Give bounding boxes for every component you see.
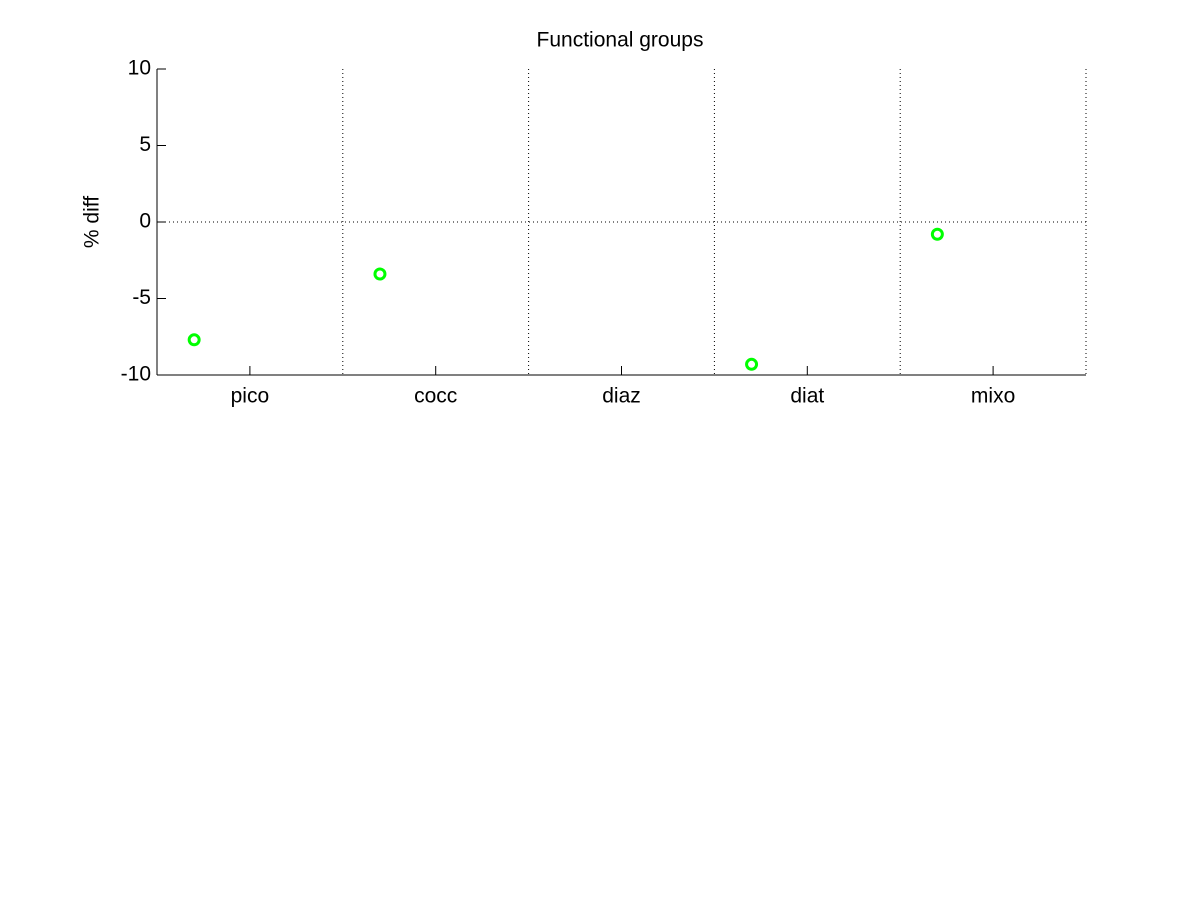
point <box>930 227 944 241</box>
x-tick-label: diat <box>790 385 824 408</box>
y-tick-label: 0 <box>139 210 151 233</box>
point <box>187 333 201 347</box>
y-axis-label: % diff <box>81 196 104 248</box>
x-tick-label: diaz <box>602 385 641 408</box>
point <box>373 267 387 281</box>
y-tick-label: -10 <box>121 363 151 386</box>
point <box>745 357 759 371</box>
y-tick-label: -5 <box>132 286 151 309</box>
y-tick-label: 5 <box>139 133 151 156</box>
chart-title: Functional groups <box>537 29 704 52</box>
x-tick-label: pico <box>231 385 270 408</box>
y-tick-label: 10 <box>128 57 151 80</box>
x-tick-label: mixo <box>971 385 1015 408</box>
x-tick-label: cocc <box>414 385 457 408</box>
